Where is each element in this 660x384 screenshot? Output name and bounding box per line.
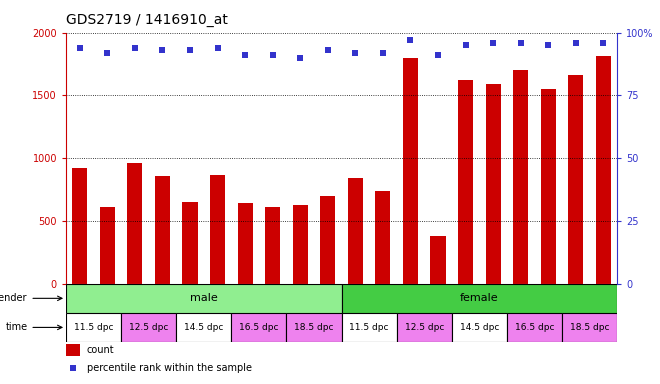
Text: 16.5 dpc: 16.5 dpc xyxy=(239,323,279,332)
Text: gender: gender xyxy=(0,293,62,303)
Bar xyxy=(513,70,528,284)
Bar xyxy=(452,313,507,342)
Text: count: count xyxy=(87,345,115,355)
Bar xyxy=(182,202,197,284)
Bar xyxy=(286,313,342,342)
Text: 18.5 dpc: 18.5 dpc xyxy=(570,323,609,332)
Bar xyxy=(265,207,280,284)
Bar xyxy=(342,284,617,313)
Bar xyxy=(397,313,452,342)
Bar xyxy=(72,168,87,284)
Bar xyxy=(486,84,501,284)
Bar xyxy=(176,313,232,342)
Text: 14.5 dpc: 14.5 dpc xyxy=(459,323,499,332)
Point xyxy=(67,365,78,371)
Text: 12.5 dpc: 12.5 dpc xyxy=(129,323,168,332)
Text: 16.5 dpc: 16.5 dpc xyxy=(515,323,554,332)
Bar xyxy=(121,313,176,342)
Bar xyxy=(458,80,473,284)
Point xyxy=(240,52,250,58)
Point xyxy=(378,50,388,56)
Bar xyxy=(507,313,562,342)
Bar xyxy=(562,313,617,342)
Point xyxy=(157,47,168,53)
Bar xyxy=(66,344,80,356)
Point xyxy=(75,45,85,51)
Point xyxy=(323,47,333,53)
Bar xyxy=(376,191,391,284)
Bar xyxy=(292,205,308,284)
Text: female: female xyxy=(460,293,499,303)
Text: 11.5 dpc: 11.5 dpc xyxy=(74,323,114,332)
Bar xyxy=(66,284,342,313)
Point xyxy=(405,37,416,43)
Bar xyxy=(238,204,253,284)
Text: male: male xyxy=(190,293,218,303)
Point xyxy=(543,42,554,48)
Text: 12.5 dpc: 12.5 dpc xyxy=(405,323,444,332)
Bar xyxy=(596,56,611,284)
Bar xyxy=(127,163,143,284)
Point xyxy=(102,50,113,56)
Bar xyxy=(403,58,418,284)
Bar xyxy=(430,236,446,284)
Point xyxy=(460,42,471,48)
Text: 14.5 dpc: 14.5 dpc xyxy=(184,323,224,332)
Bar xyxy=(100,207,115,284)
Bar xyxy=(342,313,397,342)
Bar xyxy=(348,178,363,284)
Point xyxy=(267,52,278,58)
Text: 11.5 dpc: 11.5 dpc xyxy=(349,323,389,332)
Bar xyxy=(232,313,286,342)
Point xyxy=(488,40,498,46)
Bar xyxy=(210,175,225,284)
Point xyxy=(185,47,195,53)
Point xyxy=(598,40,609,46)
Point xyxy=(515,40,526,46)
Text: percentile rank within the sample: percentile rank within the sample xyxy=(87,363,252,373)
Bar xyxy=(320,196,335,284)
Point xyxy=(433,52,444,58)
Point xyxy=(295,55,306,61)
Bar xyxy=(155,176,170,284)
Point xyxy=(129,45,140,51)
Point xyxy=(570,40,581,46)
Bar xyxy=(541,89,556,284)
Bar xyxy=(568,75,583,284)
Bar xyxy=(66,313,121,342)
Point xyxy=(350,50,360,56)
Text: GDS2719 / 1416910_at: GDS2719 / 1416910_at xyxy=(66,13,228,27)
Point xyxy=(213,45,223,51)
Text: time: time xyxy=(5,323,62,333)
Text: 18.5 dpc: 18.5 dpc xyxy=(294,323,334,332)
